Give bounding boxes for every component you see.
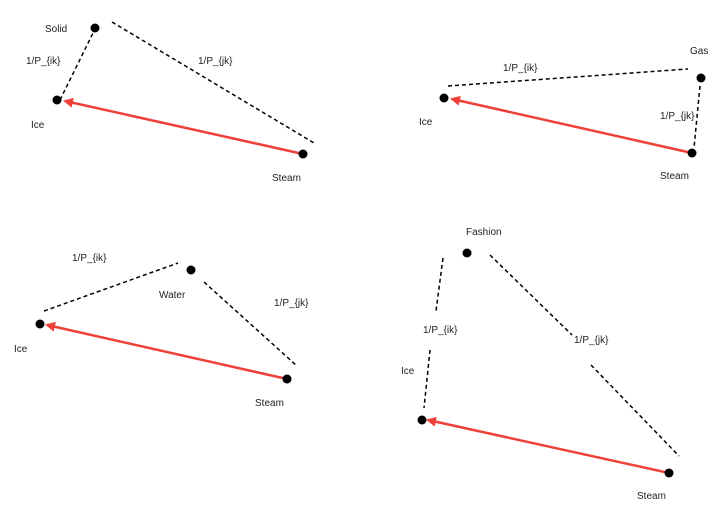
- edge-label-jk: 1/P_{jk}: [574, 335, 609, 346]
- panel-solid: Solid Ice Steam 1/P_{ik} 1/P_{jk}: [26, 21, 315, 184]
- node-steam: [664, 468, 674, 478]
- edge-ice-fashion-upper: [435, 257, 444, 312]
- panel-water: Water Ice Steam 1/P_{ik} 1/P_{jk}: [14, 253, 309, 409]
- edge-label-jk: 1/P_{jk}: [198, 56, 233, 67]
- edge-label-ik: 1/P_{ik}: [72, 253, 107, 264]
- node-gas: [696, 73, 706, 83]
- node-label-ice: Ice: [14, 344, 28, 355]
- panel-fashion: Fashion Ice Steam 1/P_{ik} 1/P_{jk}: [401, 227, 680, 502]
- arrow-steam-to-ice: [450, 95, 693, 155]
- node-label-steam: Steam: [255, 398, 284, 409]
- node-label-ice: Ice: [419, 117, 433, 128]
- node-ice: [35, 319, 45, 329]
- node-steam: [298, 149, 308, 159]
- node-label-steam: Steam: [637, 491, 666, 502]
- node-label-solid: Solid: [45, 24, 67, 35]
- node-label-ice: Ice: [401, 366, 415, 377]
- node-label-fashion: Fashion: [466, 227, 502, 238]
- node-water: [186, 265, 196, 275]
- edge-gas-steam: [693, 85, 701, 149]
- edge-label-ik: 1/P_{ik}: [423, 325, 458, 336]
- node-label-gas: Gas: [690, 46, 708, 57]
- arrow-steam-to-ice: [426, 416, 670, 475]
- node-ice: [52, 95, 62, 105]
- node-label-steam: Steam: [272, 173, 301, 184]
- edge-ice-solid: [59, 30, 95, 101]
- node-label-water: Water: [159, 290, 186, 301]
- node-steam: [282, 374, 292, 384]
- edge-ice-water: [43, 262, 179, 312]
- node-fashion: [462, 248, 472, 258]
- edge-fashion-steam-upper: [489, 254, 573, 336]
- node-ice: [439, 93, 449, 103]
- arrow-steam-to-ice: [63, 97, 304, 156]
- edge-ice-gas: [447, 68, 689, 87]
- panel-gas: Gas Ice Steam 1/P_{ik} 1/P_{jk}: [419, 46, 708, 182]
- edge-label-ik: 1/P_{ik}: [503, 63, 538, 74]
- edge-label-ik: 1/P_{ik}: [26, 56, 61, 67]
- node-label-steam: Steam: [660, 171, 689, 182]
- node-ice: [417, 415, 427, 425]
- arrow-steam-to-ice: [45, 321, 288, 381]
- edge-fashion-steam-lower: [590, 364, 680, 457]
- edge-water-steam: [203, 281, 298, 367]
- edge-ice-fashion-lower: [423, 349, 431, 409]
- node-solid: [90, 23, 100, 33]
- edge-label-jk: 1/P_{jk}: [660, 111, 695, 122]
- node-steam: [687, 148, 697, 158]
- edge-label-jk: 1/P_{jk}: [274, 298, 309, 309]
- node-label-ice: Ice: [31, 120, 45, 131]
- edge-solid-steam: [111, 21, 315, 144]
